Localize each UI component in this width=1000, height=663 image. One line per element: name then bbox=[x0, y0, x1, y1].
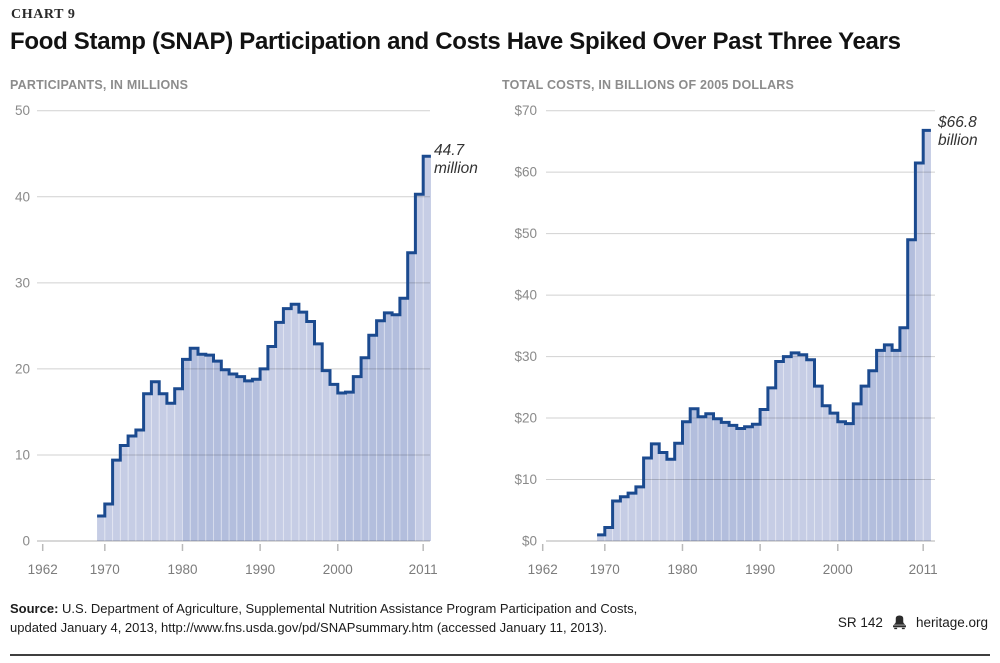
svg-text:44.7: 44.7 bbox=[434, 142, 466, 159]
svg-text:$20: $20 bbox=[514, 411, 537, 426]
svg-text:1990: 1990 bbox=[745, 562, 775, 577]
svg-text:2000: 2000 bbox=[323, 562, 353, 577]
svg-text:30: 30 bbox=[15, 275, 30, 290]
svg-text:1962: 1962 bbox=[28, 562, 58, 577]
svg-text:billion: billion bbox=[938, 132, 978, 149]
svg-text:$70: $70 bbox=[514, 103, 537, 118]
source-text-line1: U.S. Department of Agriculture, Suppleme… bbox=[58, 601, 638, 616]
page-title: Food Stamp (SNAP) Participation and Cost… bbox=[10, 28, 901, 55]
heritage-bell-icon bbox=[892, 615, 906, 630]
svg-text:1970: 1970 bbox=[90, 562, 120, 577]
source-text-line2: updated January 4, 2013, http://www.fns.… bbox=[10, 619, 608, 635]
report-number: SR 142 bbox=[837, 614, 883, 630]
svg-text:$50: $50 bbox=[514, 226, 537, 241]
svg-text:50: 50 bbox=[15, 103, 30, 118]
svg-text:2011: 2011 bbox=[409, 562, 438, 577]
source-label: Source: bbox=[10, 601, 59, 616]
svg-text:1980: 1980 bbox=[167, 562, 197, 577]
svg-text:0: 0 bbox=[22, 534, 30, 549]
svg-text:10: 10 bbox=[15, 447, 30, 462]
svg-text:2011: 2011 bbox=[909, 562, 938, 577]
svg-text:1980: 1980 bbox=[667, 562, 697, 577]
svg-text:$0: $0 bbox=[522, 534, 537, 549]
svg-text:million: million bbox=[434, 160, 478, 177]
chart-number: CHART 9 bbox=[11, 7, 76, 22]
svg-text:1990: 1990 bbox=[245, 562, 275, 577]
svg-text:20: 20 bbox=[15, 361, 30, 376]
svg-text:2000: 2000 bbox=[823, 562, 853, 577]
svg-text:1962: 1962 bbox=[528, 562, 558, 577]
participants-chart-subtitle: PARTICIPANTS, IN MILLIONS bbox=[10, 78, 189, 92]
costs-chart-subtitle: TOTAL COSTS, IN BILLIONS OF 2005 DOLLARS bbox=[502, 78, 795, 92]
svg-text:$10: $10 bbox=[514, 472, 537, 487]
svg-text:$60: $60 bbox=[514, 165, 537, 180]
svg-text:$66.8: $66.8 bbox=[937, 114, 977, 131]
site-link[interactable]: heritage.org bbox=[915, 614, 988, 630]
svg-text:$30: $30 bbox=[514, 349, 537, 364]
svg-text:$40: $40 bbox=[514, 288, 537, 303]
svg-text:1970: 1970 bbox=[590, 562, 620, 577]
bottom-rule bbox=[10, 654, 990, 656]
source-note: Source: U.S. Department of Agriculture, … bbox=[10, 600, 780, 638]
footer-branding: SR 142 heritage.org bbox=[838, 613, 988, 631]
svg-text:40: 40 bbox=[15, 189, 30, 204]
